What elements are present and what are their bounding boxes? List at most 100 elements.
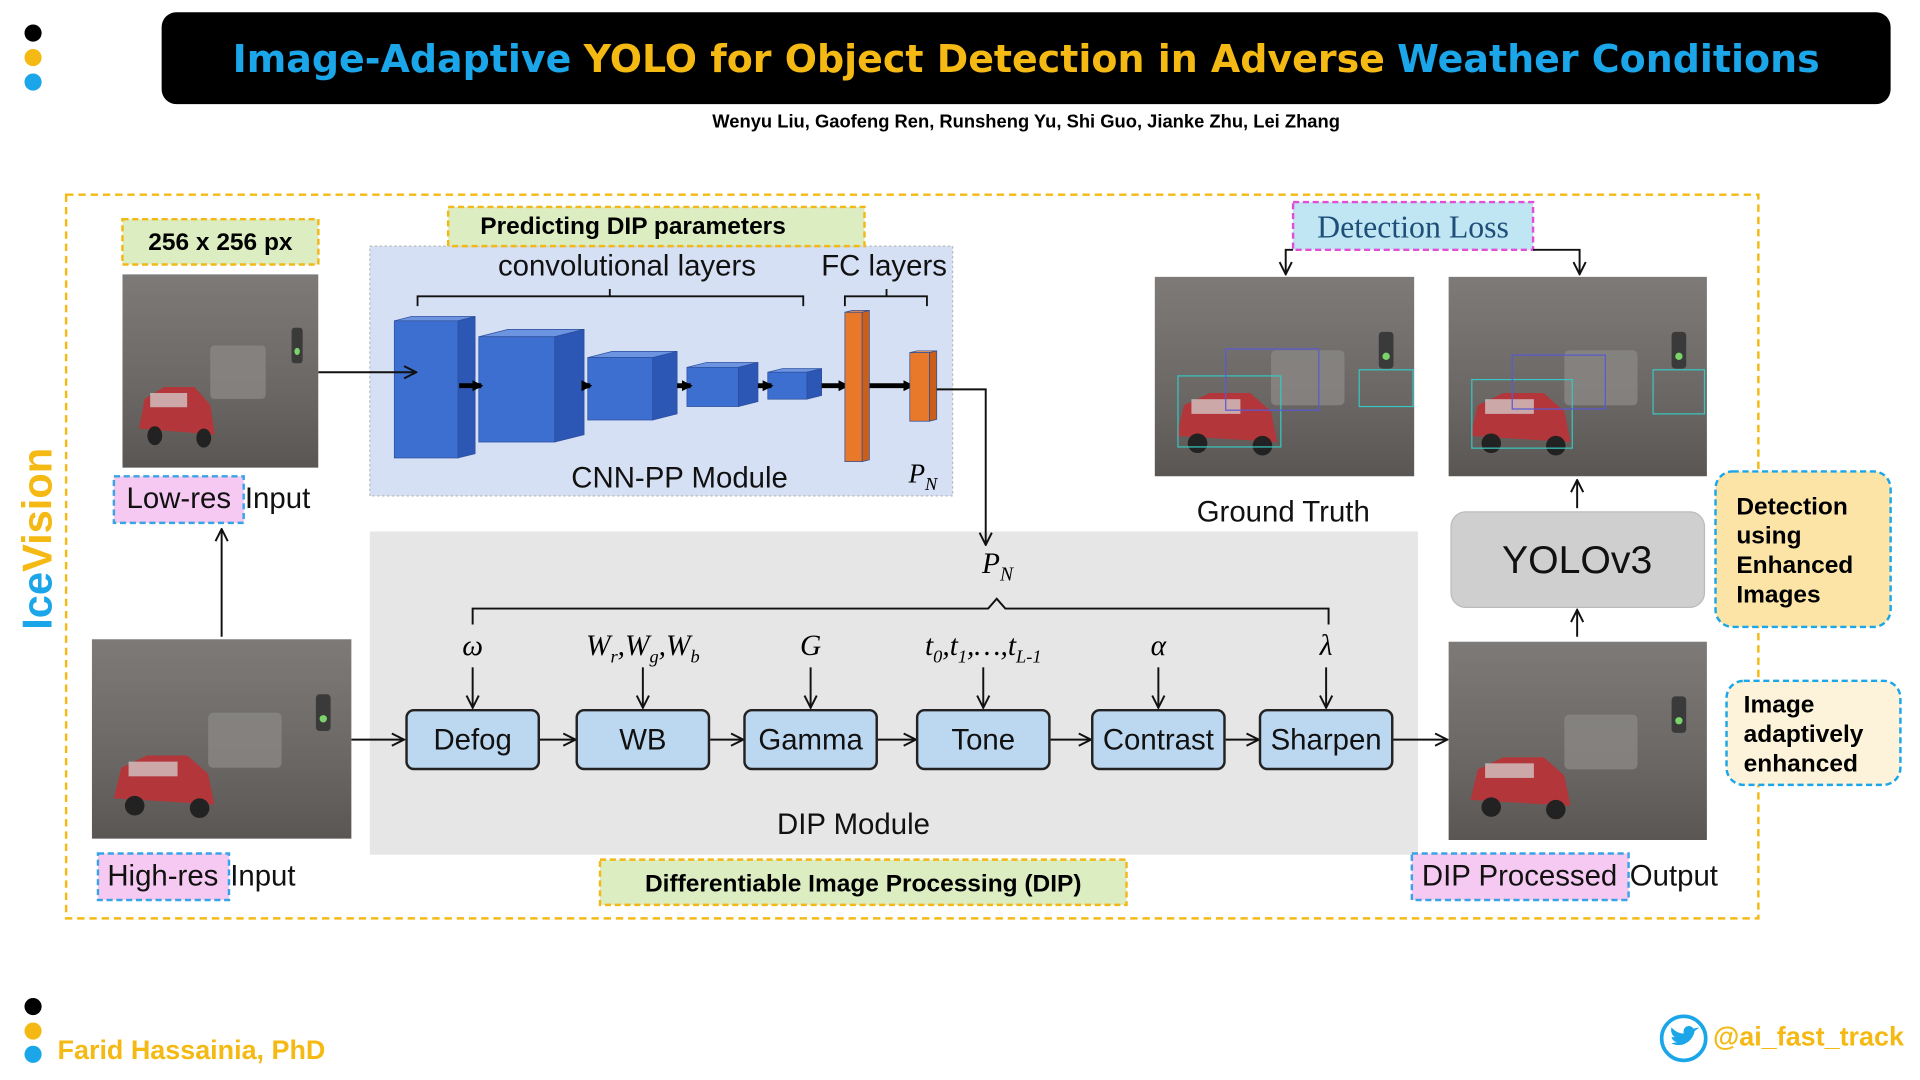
block-front <box>767 371 808 400</box>
param-base: G <box>800 630 821 662</box>
cnn-name: CNN-PP Module <box>571 461 788 494</box>
param-sub: r <box>611 646 619 666</box>
processed-badge <box>1410 852 1630 902</box>
low-res-badge <box>112 475 245 525</box>
brand: IceVision <box>13 448 60 630</box>
brand-prefix: Ice <box>13 572 60 630</box>
size-text: 256 x 256 px <box>148 229 293 256</box>
param-base: ,t <box>942 630 958 662</box>
fc-brace <box>843 288 928 307</box>
detection-image <box>1448 276 1707 477</box>
title-part: Weather Conditions <box>1397 37 1819 81</box>
brand-suffix: Vision <box>13 448 60 572</box>
pn-sub: N <box>924 474 939 494</box>
block-side <box>652 350 678 421</box>
note-enhanced <box>1725 679 1902 787</box>
param-base: α <box>1151 630 1167 662</box>
dots-top <box>24 24 42 91</box>
dots-bottom <box>24 997 42 1063</box>
block-front <box>686 366 739 407</box>
param-base: ,W <box>659 630 693 662</box>
arrow <box>1286 248 1294 274</box>
frame <box>64 193 1760 920</box>
note-detection <box>1714 470 1892 629</box>
size-badge <box>121 217 320 266</box>
filter-name: Tone <box>951 723 1015 756</box>
filter-name: Defog <box>433 723 511 756</box>
param-sub: 1 <box>958 646 967 666</box>
param-base: ,W <box>618 630 652 662</box>
filters: ωDefogWr,Wg,WbWBGGammat0,t1,…,tL-1ToneαC… <box>405 630 1394 771</box>
pn-base: P <box>908 458 925 488</box>
param: α <box>1151 630 1167 662</box>
author: Farid Hassainia, PhD <box>58 1035 326 1065</box>
fc-label: FC layers <box>821 250 947 283</box>
param-base: ,…,t <box>967 630 1017 662</box>
loss-box <box>1291 200 1535 252</box>
high-res-text: High-res <box>107 859 218 892</box>
block-side <box>861 309 870 463</box>
conv-blocks <box>393 309 938 463</box>
title-bar <box>161 12 1891 105</box>
block-front <box>587 357 654 421</box>
title-part: YOLO for Object Detection in Adverse <box>583 37 1385 81</box>
param-brace <box>471 597 1330 625</box>
input-text: Input <box>245 482 310 515</box>
filter-name: Gamma <box>758 723 863 756</box>
title-part: Image-Adaptive <box>233 37 572 81</box>
filter-box <box>575 708 711 771</box>
note-line: Image <box>1744 692 1815 719</box>
filter-box <box>1258 708 1394 771</box>
dip-banner-text: Differentiable Image Processing (DIP) <box>645 870 1081 897</box>
gt-boxes <box>1177 348 1414 448</box>
pn-sub: N <box>999 564 1014 585</box>
note-line: enhanced <box>1744 750 1858 777</box>
note-line: using <box>1736 523 1801 550</box>
low-res-text: Low-res <box>127 482 231 515</box>
param-base: ω <box>462 630 483 662</box>
param-base: λ <box>1319 630 1333 662</box>
param-sub: g <box>649 646 658 666</box>
ground-truth-text: Ground Truth <box>1197 496 1370 529</box>
param: ω <box>462 630 483 662</box>
note-line: Detection <box>1736 493 1847 520</box>
param-sub: b <box>691 646 700 666</box>
cnn-banner <box>446 205 866 248</box>
input-text: Input <box>230 859 295 892</box>
arrow <box>1533 248 1580 274</box>
loss-text: Detection Loss <box>1317 210 1509 245</box>
param: t0,t1,…,tL-1 <box>925 630 1042 666</box>
twitter-bird <box>1671 1026 1700 1046</box>
pn-label: PN <box>908 458 939 493</box>
dip-name: DIP Module <box>777 808 930 841</box>
block-side <box>929 350 938 422</box>
note-line: Images <box>1736 581 1820 608</box>
param-base: W <box>586 630 613 662</box>
conv-brace <box>416 288 805 307</box>
filter-box <box>915 708 1051 771</box>
param: λ <box>1319 630 1333 662</box>
enhanced-image <box>1448 641 1707 840</box>
param: Wr,Wg,Wb <box>586 630 700 666</box>
det-boxes <box>1471 354 1706 449</box>
handle: @ai_fast_track <box>1713 1022 1904 1052</box>
authors: Wenyu Liu, Gaofeng Ren, Runsheng Yu, Shi… <box>712 110 1340 131</box>
filter-box <box>405 708 540 771</box>
conv-label: convolutional layers <box>498 250 756 283</box>
filter-name: WB <box>619 723 666 756</box>
note-line: Enhanced <box>1736 552 1853 579</box>
high-res-badge <box>96 852 231 902</box>
yolo-box <box>1450 511 1706 608</box>
filter-box <box>1091 708 1226 771</box>
arrow <box>936 388 986 545</box>
param-sub: L-1 <box>1015 646 1042 666</box>
cnn-banner-text: Predicting DIP parameters <box>480 213 786 240</box>
block-front <box>909 352 930 422</box>
dip-region <box>369 531 1418 855</box>
param: G <box>800 630 821 662</box>
block-front <box>478 336 556 443</box>
note-line: adaptively <box>1744 721 1864 748</box>
